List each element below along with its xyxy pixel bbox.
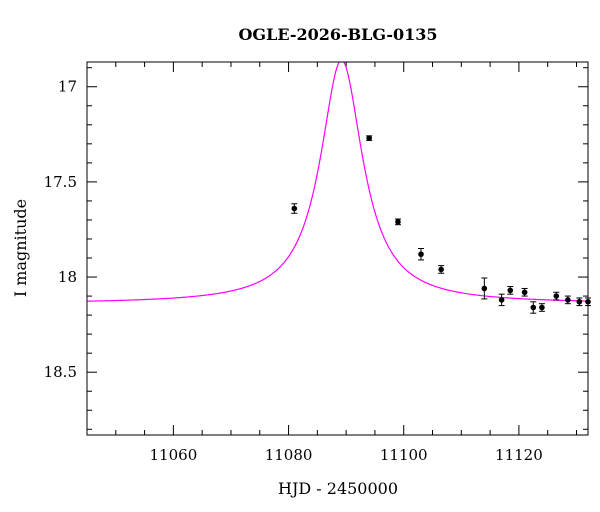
x-tick-label: 11120 xyxy=(495,446,543,464)
data-point xyxy=(530,301,537,314)
y-axis-label: I magnitude xyxy=(11,199,30,297)
y-tick-label: 17.5 xyxy=(44,173,77,191)
x-tick-label: 11060 xyxy=(150,446,198,464)
data-point xyxy=(553,291,560,301)
data-point xyxy=(418,248,424,261)
data-point xyxy=(507,286,514,295)
data-point xyxy=(291,203,298,214)
data-point xyxy=(438,265,445,274)
data-marker xyxy=(438,266,444,273)
data-point xyxy=(481,277,488,300)
data-marker xyxy=(565,297,571,303)
data-point xyxy=(564,295,571,305)
data-point xyxy=(576,297,583,307)
y-tick-label: 18.5 xyxy=(44,363,77,381)
tick-labels: 11060 11080 11100 11120 17 17.5 18 18.5 xyxy=(44,78,543,464)
data-marker xyxy=(553,293,560,299)
data-point xyxy=(498,293,505,307)
data-points xyxy=(291,135,591,314)
data-marker xyxy=(291,205,298,212)
data-marker xyxy=(521,289,528,296)
x-axis-label: HJD - 2450000 xyxy=(278,479,398,498)
y-tick-label: 17 xyxy=(58,78,77,96)
data-point xyxy=(521,287,528,297)
x-tick-label: 11080 xyxy=(265,446,313,464)
plot-frame xyxy=(86,61,589,436)
data-marker xyxy=(576,298,583,305)
axis-ticks xyxy=(86,62,588,435)
chart-title: OGLE-2026-BLG-0135 xyxy=(238,25,437,44)
x-tick-label: 11100 xyxy=(380,446,428,464)
data-marker xyxy=(498,297,505,303)
data-marker xyxy=(539,304,545,311)
data-marker xyxy=(395,219,401,225)
data-point xyxy=(538,303,545,312)
data-marker xyxy=(481,285,488,292)
data-marker xyxy=(366,135,372,141)
data-point xyxy=(394,218,401,226)
y-tick-label: 18 xyxy=(58,268,77,286)
model-curve xyxy=(87,62,588,302)
data-marker xyxy=(507,287,514,294)
data-marker xyxy=(530,304,537,311)
data-marker xyxy=(418,251,424,258)
data-point xyxy=(366,135,373,141)
